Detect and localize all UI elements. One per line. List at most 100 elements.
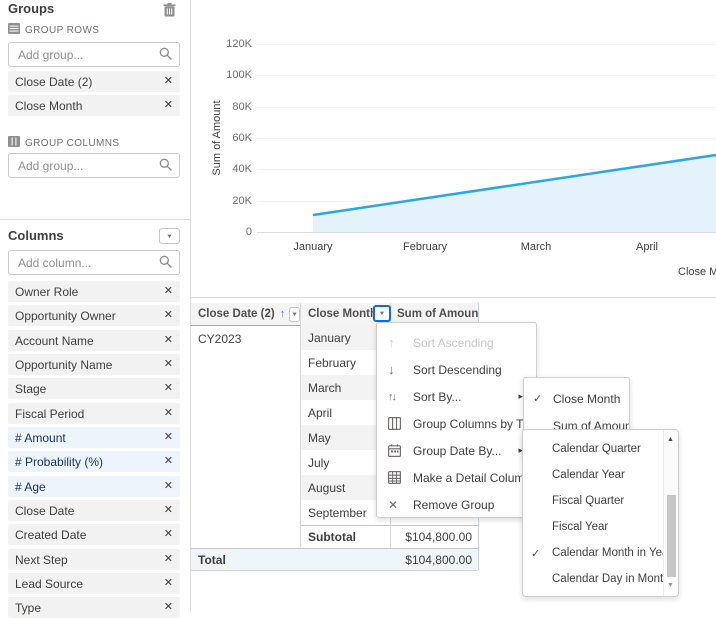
table-row-month: July — [308, 455, 330, 470]
remove-icon[interactable]: ✕ — [163, 407, 173, 419]
column-header-close-date[interactable]: Close Date (2) ↑ ▼ — [198, 306, 300, 322]
arrow-down-icon: ↓ — [388, 362, 395, 377]
remove-icon[interactable]: ✕ — [163, 480, 173, 492]
x-tick: January — [293, 241, 333, 253]
remove-icon[interactable]: ✕ — [163, 358, 173, 370]
column-item[interactable]: # Probability (%) ✕ — [8, 451, 180, 472]
column-item[interactable]: Close Date ✕ — [8, 500, 180, 521]
column-item[interactable]: Owner Role ✕ — [8, 281, 180, 302]
add-group-columns-field — [8, 153, 180, 178]
submenu-caret-icon: ▸ — [518, 391, 523, 401]
submenu-item-calendar-day-in-month[interactable]: Calendar Day in Month — [552, 573, 670, 585]
add-group-rows-input[interactable] — [16, 46, 159, 63]
table-row-month: March — [300, 375, 390, 400]
submenu-item-fiscal-quarter[interactable]: Fiscal Quarter — [552, 495, 625, 507]
scroll-up-icon[interactable]: ▲ — [667, 436, 674, 443]
subtotal-amount: $104,800.00 — [405, 529, 472, 544]
total-row: Total $104,800.00 — [191, 548, 478, 571]
add-group-rows-field — [8, 42, 180, 67]
column-item[interactable]: Created Date ✕ — [8, 524, 180, 545]
detail-table-icon — [388, 471, 413, 484]
menu-item-sort-descending[interactable]: ↓ Sort Descending — [388, 362, 502, 377]
y-tick: 80K — [232, 101, 252, 113]
menu-item-group-date-by[interactable]: Group Date By... ▸ — [377, 437, 536, 464]
table-row-month: April — [308, 405, 333, 420]
remove-icon[interactable]: ✕ — [163, 99, 173, 111]
calendar-icon — [388, 444, 413, 457]
remove-icon[interactable]: ✕ — [163, 601, 173, 613]
column-item[interactable]: Lead Source ✕ — [8, 573, 180, 594]
columns-grid-icon — [388, 417, 413, 430]
gridline — [257, 107, 716, 108]
arrow-up-icon: ↑ — [388, 335, 395, 350]
search-icon — [159, 255, 172, 271]
group-rows-icon — [8, 23, 20, 37]
menu-item-group-columns-by-field[interactable]: Group Columns by This Field — [377, 410, 536, 437]
remove-icon[interactable]: ✕ — [163, 382, 173, 394]
remove-icon[interactable]: ✕ — [163, 455, 173, 467]
column-border — [300, 303, 301, 547]
chevron-down-icon: ▼ — [291, 311, 299, 317]
y-tick: 20K — [232, 195, 252, 207]
sort-both-icon: ↑↓ — [388, 390, 397, 403]
add-group-columns-input[interactable] — [16, 157, 159, 174]
header-menu-button[interactable]: ▼ — [289, 306, 300, 322]
x-tick: March — [520, 241, 552, 253]
menu-item-remove-group[interactable]: ✕ Remove Group — [388, 497, 495, 512]
total-amount: $104,800.00 — [405, 553, 472, 567]
sidebar-border — [190, 0, 191, 612]
column-item[interactable]: # Amount ✕ — [8, 427, 180, 448]
menu-item-sort-ascending: ↑ Sort Ascending — [388, 335, 494, 350]
column-item[interactable]: Stage ✕ — [8, 378, 180, 399]
scrollbar[interactable]: ▲ ▼ — [663, 430, 678, 596]
column-item[interactable]: Account Name ✕ — [8, 330, 180, 351]
chevron-down-icon: ▼ — [166, 233, 173, 239]
remove-icon[interactable]: ✕ — [163, 285, 173, 297]
search-icon — [159, 158, 172, 174]
column-item[interactable]: Type ✕ — [8, 597, 180, 618]
remove-icon[interactable]: ✕ — [163, 309, 173, 321]
group-row-item[interactable]: Close Month ✕ — [8, 95, 180, 116]
columns-menu-button[interactable]: ▼ — [159, 228, 180, 244]
submenu-item-calendar-year[interactable]: Calendar Year — [552, 469, 625, 481]
table-row-month: February — [308, 355, 357, 370]
remove-icon[interactable]: ✕ — [163, 528, 173, 540]
scroll-down-icon[interactable]: ▼ — [667, 582, 674, 589]
menu-item-sort-by[interactable]: ↑↓ Sort By... ▸ — [388, 389, 523, 404]
subtotal-top-border — [300, 525, 478, 526]
submenu-item-calendar-month-in-year[interactable]: ✓ Calendar Month in Year — [531, 547, 673, 560]
columns-panel-title: Columns — [8, 228, 64, 243]
remove-icon[interactable]: ✕ — [163, 75, 173, 87]
submenu-item-fiscal-year[interactable]: Fiscal Year — [552, 521, 609, 533]
submenu-item-calendar-quarter[interactable]: Calendar Quarter — [552, 443, 641, 455]
y-tick: 120K — [226, 38, 252, 50]
remove-icon[interactable]: ✕ — [163, 431, 173, 443]
delete-group-button[interactable] — [163, 3, 176, 20]
remove-icon[interactable]: ✕ — [163, 504, 173, 516]
trash-icon — [163, 3, 176, 20]
column-item[interactable]: Next Step ✕ — [8, 549, 180, 570]
column-item[interactable]: # Age ✕ — [8, 476, 180, 497]
add-column-input[interactable] — [16, 254, 159, 271]
table-row-month: May — [300, 425, 390, 450]
column-item[interactable]: Opportunity Owner ✕ — [8, 305, 180, 326]
group-columns-section-label: GROUP COLUMNS — [8, 136, 119, 150]
header-menu-button-active[interactable]: ▼ — [373, 305, 391, 322]
remove-icon[interactable]: ✕ — [163, 334, 173, 346]
area-chart — [312, 153, 716, 232]
x-axis-line — [257, 232, 716, 233]
remove-icon[interactable]: ✕ — [163, 577, 173, 589]
group-row-item[interactable]: Close Date (2) ✕ — [8, 71, 180, 92]
x-icon: ✕ — [388, 497, 399, 512]
subtotal-label: Subtotal — [308, 529, 356, 544]
column-item[interactable]: Opportunity Name ✕ — [8, 354, 180, 375]
scrollbar-thumb[interactable] — [667, 495, 676, 577]
sidebar: Groups GROUP ROWS Close Date (2) ✕ Close… — [0, 0, 190, 618]
menu-item-make-detail-column[interactable]: Make a Detail Column — [377, 464, 536, 491]
remove-icon[interactable]: ✕ — [163, 553, 173, 565]
column-item[interactable]: Fiscal Period ✕ — [8, 403, 180, 424]
y-tick: 60K — [232, 132, 252, 144]
chart-area: Sum of Amount 120K 100K 80K 60K 40K 20K … — [191, 0, 716, 297]
gridline — [257, 44, 716, 45]
submenu-item-close-month[interactable]: ✓ Close Month — [533, 391, 621, 406]
